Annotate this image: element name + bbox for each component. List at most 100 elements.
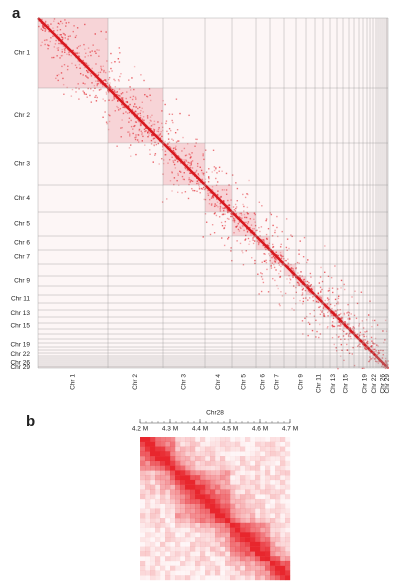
heatmap-cell	[160, 437, 166, 442]
contact	[87, 71, 89, 74]
heatmap-cell	[165, 479, 171, 485]
contact	[299, 299, 301, 302]
contact	[286, 249, 288, 251]
contact	[183, 162, 186, 164]
heatmap-cell	[170, 503, 176, 509]
contact	[108, 114, 110, 116]
contact	[207, 194, 210, 197]
heatmap-cell	[265, 522, 271, 528]
contact	[233, 218, 235, 220]
heatmap-cell	[200, 527, 206, 533]
contact	[120, 97, 123, 99]
contact	[158, 135, 160, 137]
heatmap-cell	[230, 513, 236, 519]
contact	[172, 139, 175, 142]
contact	[343, 288, 346, 291]
contact	[77, 60, 79, 63]
heatmap-cell	[220, 527, 226, 533]
contact	[228, 211, 230, 214]
contact	[147, 130, 149, 133]
heatmap-cell	[190, 541, 196, 547]
contact	[323, 313, 325, 315]
contact	[76, 27, 79, 29]
contact	[244, 239, 246, 241]
row-label: Chr 6	[14, 240, 30, 247]
heatmap-cell	[200, 451, 206, 457]
contact	[263, 240, 265, 243]
heatmap-cell	[160, 556, 166, 562]
contact	[129, 86, 131, 88]
contact	[189, 154, 192, 156]
contact	[75, 91, 77, 93]
contact	[337, 336, 340, 338]
contact	[125, 97, 127, 100]
heatmap-cell	[235, 527, 241, 533]
contact	[183, 161, 186, 164]
contact	[83, 93, 86, 95]
contact	[265, 233, 268, 236]
heatmap-cell	[270, 498, 276, 504]
contact	[322, 315, 325, 317]
contact	[69, 50, 71, 53]
contact	[333, 325, 336, 328]
contact	[49, 40, 51, 43]
contact	[63, 33, 65, 35]
contact	[74, 36, 77, 39]
heatmap-cell	[285, 494, 291, 500]
contact	[338, 335, 341, 338]
contact	[269, 212, 271, 214]
contact	[48, 30, 50, 33]
contact	[58, 23, 61, 25]
contact	[194, 145, 196, 147]
heatmap-cell	[155, 446, 161, 452]
contact	[162, 129, 164, 132]
contact	[190, 156, 192, 158]
heatmap-cell	[185, 518, 191, 523]
contact	[55, 77, 57, 80]
contact	[212, 196, 215, 199]
contact	[159, 133, 162, 135]
contact	[258, 201, 261, 203]
contact	[86, 76, 88, 78]
contact	[114, 79, 116, 82]
contact	[179, 170, 181, 173]
contact	[197, 182, 200, 184]
heatmap-cell	[275, 446, 281, 452]
heatmap-cell	[280, 475, 286, 481]
heatmap-cell	[175, 575, 181, 581]
contact	[342, 335, 345, 337]
heatmap-cell	[250, 565, 256, 571]
contact	[371, 345, 373, 347]
contact	[363, 341, 365, 343]
contact	[371, 348, 373, 350]
contact	[211, 203, 213, 205]
column-label: Chr 22	[371, 374, 378, 394]
contact	[280, 257, 283, 259]
contact	[243, 210, 245, 212]
heatmap-cell	[215, 465, 221, 471]
contact	[261, 239, 263, 241]
contact	[153, 130, 155, 132]
contact	[363, 331, 366, 333]
contact	[200, 187, 203, 190]
heatmap-cell	[225, 470, 231, 476]
heatmap-cell	[165, 489, 171, 495]
heatmap-cell	[185, 484, 191, 490]
heatmap-cell	[210, 489, 216, 495]
contact	[210, 197, 213, 199]
contact	[188, 153, 190, 155]
heatmap-cell	[170, 551, 176, 557]
heatmap-cell	[265, 560, 271, 566]
heatmap-cell	[205, 494, 211, 500]
contact	[277, 287, 279, 290]
heatmap-cell	[175, 527, 181, 533]
contact	[339, 325, 341, 327]
contact	[161, 149, 164, 151]
heatmap-cell	[200, 456, 206, 462]
heatmap-cell	[195, 508, 201, 514]
contact	[246, 231, 249, 233]
contact	[196, 180, 198, 183]
contact	[315, 319, 317, 322]
heatmap-cell	[245, 494, 251, 500]
contact	[63, 48, 66, 50]
